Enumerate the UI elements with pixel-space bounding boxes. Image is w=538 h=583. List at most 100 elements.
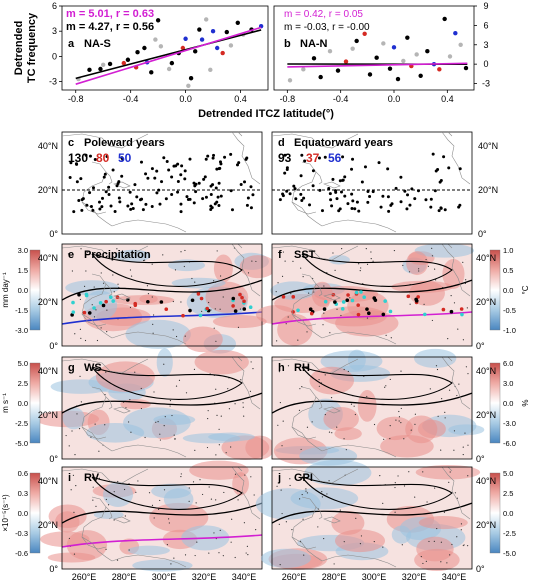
- significance-dot: [278, 370, 281, 373]
- coastline: [61, 468, 149, 550]
- significance-dot: [359, 269, 361, 272]
- genesis-point: [366, 200, 370, 204]
- genesis-point: [176, 180, 180, 184]
- data-point: [362, 31, 367, 36]
- genesis-point: [133, 303, 138, 308]
- significance-dot: [389, 438, 391, 440]
- genesis-point: [296, 308, 300, 313]
- genesis-point: [219, 194, 223, 198]
- significance-dot: [123, 488, 126, 491]
- significance-dot: [174, 269, 177, 271]
- colorbar-tick-label: -1.5: [15, 306, 28, 315]
- genesis-point: [438, 180, 442, 184]
- genesis-point: [281, 194, 285, 198]
- significance-dot: [219, 529, 221, 531]
- genesis-point: [281, 295, 286, 299]
- genesis-point: [115, 184, 119, 188]
- genesis-point: [408, 203, 412, 207]
- significance-dot: [334, 269, 336, 272]
- genesis-point: [131, 207, 135, 211]
- significance-dot: [403, 485, 406, 487]
- significance-dot: [318, 379, 320, 381]
- significance-dot: [462, 453, 464, 456]
- genesis-point: [84, 153, 88, 157]
- fit-line-magenta: [75, 26, 262, 85]
- significance-dot: [163, 363, 165, 365]
- significance-dot: [385, 334, 387, 336]
- significance-dot: [96, 339, 99, 342]
- data-point: [287, 78, 293, 83]
- significance-dot: [170, 563, 172, 565]
- significance-dot: [240, 379, 242, 381]
- lat-label: 40°N: [476, 476, 496, 486]
- genesis-point: [162, 156, 166, 160]
- significance-dot: [339, 509, 341, 511]
- panel-letter: d: [278, 137, 285, 149]
- genesis-point: [458, 203, 462, 207]
- genesis-point: [405, 207, 409, 211]
- genesis-point: [362, 295, 367, 300]
- significance-dot: [172, 300, 174, 303]
- significance-dot: [443, 511, 446, 513]
- colorbar: [29, 472, 41, 554]
- genesis-point: [350, 192, 354, 196]
- coastline: [231, 466, 261, 520]
- contour-line: [271, 279, 473, 301]
- negative-anomaly: [125, 319, 191, 349]
- significance-dot: [343, 438, 345, 440]
- negative-anomaly: [127, 545, 170, 556]
- genesis-point: [245, 203, 249, 207]
- genesis-point: [98, 301, 103, 305]
- significance-dot: [282, 251, 285, 253]
- significance-dot: [146, 285, 149, 287]
- significance-dot: [194, 281, 196, 283]
- genesis-point: [150, 167, 154, 171]
- contour-line: [271, 502, 473, 524]
- lat-label: 40°N: [476, 253, 496, 263]
- genesis-point: [341, 300, 346, 304]
- significance-dot: [157, 421, 159, 423]
- genesis-point: [155, 169, 159, 173]
- data-point: [301, 67, 306, 72]
- fit-black-b: m = -0.03, r = -0.00: [284, 22, 370, 33]
- genesis-point: [75, 180, 79, 184]
- significance-dot: [306, 426, 309, 428]
- genesis-point: [413, 197, 417, 201]
- significance-dot: [250, 476, 252, 478]
- significance-dot: [434, 487, 436, 489]
- genesis-point: [414, 298, 419, 303]
- y-tick-label: -3: [482, 79, 490, 89]
- panel-h: h RH 6.0 3.0 0.0 -3.0 -6.0% 40°N 20°N 0°: [271, 348, 530, 466]
- significance-dot: [215, 388, 217, 390]
- significance-dot: [178, 379, 181, 381]
- lon-label: 320°E: [402, 572, 427, 582]
- data-point: [183, 36, 188, 41]
- genesis-point: [71, 300, 75, 305]
- coastline: [271, 358, 359, 440]
- genesis-point: [360, 180, 364, 184]
- genesis-point: [346, 202, 350, 206]
- coastline: [441, 243, 471, 297]
- data-point: [204, 17, 209, 22]
- significance-dot: [237, 326, 240, 328]
- significance-dot: [397, 475, 399, 477]
- genesis-point: [164, 197, 168, 201]
- data-point: [387, 66, 393, 71]
- significance-dot: [324, 413, 326, 416]
- genesis-point: [79, 177, 83, 181]
- genesis-point: [416, 189, 420, 193]
- data-point: [107, 61, 113, 67]
- genesis-point: [205, 306, 209, 311]
- significance-dot: [74, 454, 76, 456]
- significance-dot: [184, 335, 186, 337]
- significance-dot: [106, 309, 108, 311]
- significance-dot: [243, 522, 246, 524]
- colorbar-tick-label: -0.3: [15, 529, 28, 538]
- genesis-point: [213, 202, 217, 206]
- significance-dot: [84, 339, 87, 342]
- panel-letter: j: [277, 472, 281, 484]
- fit-magenta-b: m = 0.42, r = 0.05: [284, 9, 363, 20]
- lat-label: 40°N: [38, 253, 58, 263]
- significance-dot: [366, 317, 369, 319]
- significance-dot: [464, 432, 466, 434]
